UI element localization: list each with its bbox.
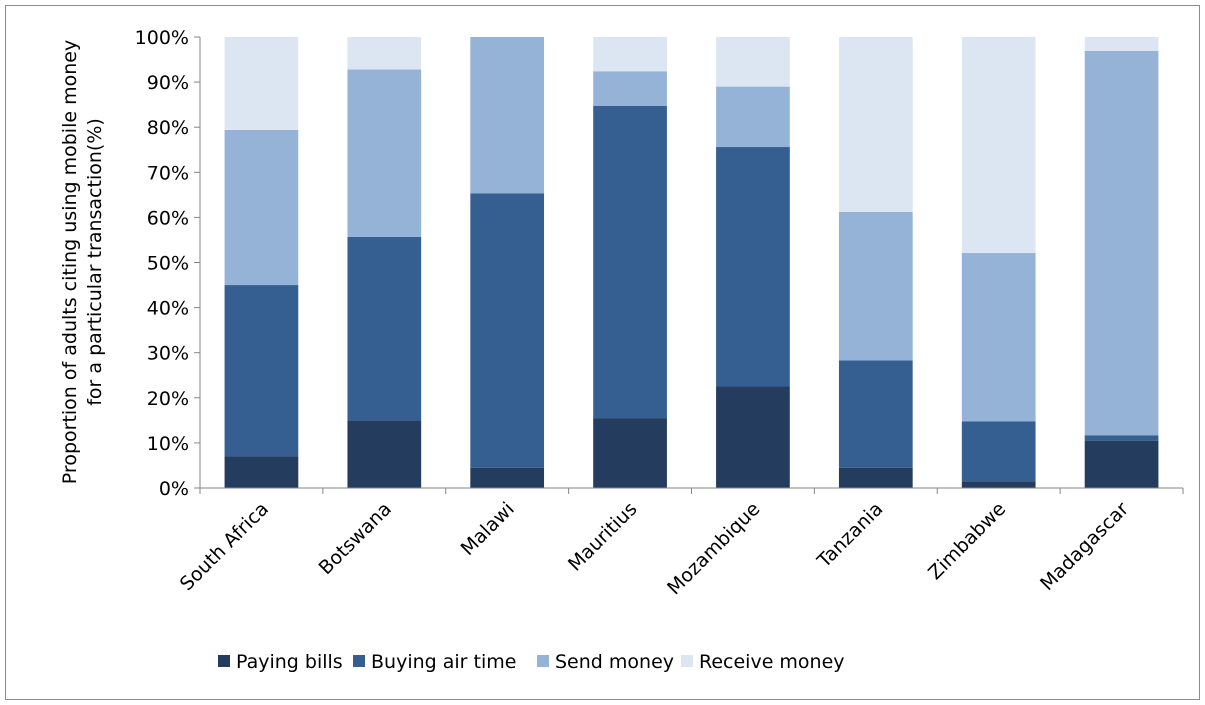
- y-tick-label: 70%: [147, 162, 189, 184]
- y-tick-label: 100%: [135, 27, 189, 49]
- y-tick-label: 10%: [147, 433, 189, 455]
- bar-botswana-paying-bills: [347, 420, 422, 488]
- y-tick-label: 20%: [147, 388, 189, 410]
- bar-malawi-send-money: [470, 37, 545, 194]
- bar-mauritius-paying-bills: [593, 418, 667, 488]
- y-tick-label: 40%: [147, 298, 189, 320]
- x-tick-label-mozambique: Mozambique: [663, 498, 764, 599]
- bar-tanzania-buying-air-time: [838, 360, 913, 468]
- legend: Paying bills Buying air time Send money Rec…: [218, 651, 845, 673]
- y-axis-title-line-1: Proportion of adults citing using mobile…: [59, 40, 81, 484]
- bar-mozambique-buying-air-time: [716, 147, 790, 387]
- legend-swatch-buying-air-time: [353, 655, 365, 667]
- bar-madagascar-paying-bills: [1084, 440, 1159, 488]
- x-tick-label-madagascar: Madagascar: [1036, 498, 1133, 595]
- bar-botswana-receive-money: [347, 37, 422, 70]
- legend-label-receive-money: Receive money: [699, 651, 845, 673]
- y-axis-title-line-2: for a particular transaction(%): [84, 118, 106, 406]
- y-tick-label: 90%: [147, 72, 189, 94]
- y-axis: 0% 10% 20% 30% 40% 50% 60% 70% 80% 90% 100%: [135, 27, 201, 500]
- x-axis: South Africa Botswana Malawi Mauritius Mozam…: [176, 487, 1184, 599]
- x-tick-label-botswana: Botswana: [315, 498, 396, 579]
- bar-mauritius-send-money: [593, 71, 667, 107]
- bar-botswana-send-money: [347, 69, 422, 237]
- bar-tanzania-paying-bills: [838, 467, 913, 488]
- bar-mozambique-send-money: [716, 86, 790, 148]
- stacked-bar-chart: Proportion of adults citing using mobile…: [59, 27, 1184, 673]
- bar-south-africa-receive-money: [224, 37, 299, 130]
- bar-zimbabwe-receive-money: [961, 37, 1036, 254]
- x-tick-label-south-africa: South Africa: [176, 498, 273, 595]
- bar-madagascar-buying-air-time: [1084, 435, 1159, 441]
- legend-swatch-paying-bills: [218, 655, 230, 667]
- bar-tanzania-receive-money: [838, 37, 913, 212]
- legend-label-paying-bills: Paying bills: [236, 651, 343, 673]
- bar-mauritius-buying-air-time: [593, 106, 667, 419]
- bar-south-africa-paying-bills: [224, 456, 299, 488]
- bar-madagascar-receive-money: [1084, 37, 1159, 51]
- y-tick-label: 80%: [147, 117, 189, 139]
- bar-tanzania-send-money: [838, 211, 913, 361]
- legend-swatch-send-money: [537, 655, 549, 667]
- y-tick-label: 30%: [147, 343, 189, 365]
- bar-zimbabwe-buying-air-time: [961, 421, 1036, 482]
- bar-malawi-buying-air-time: [470, 193, 545, 468]
- y-tick-label: 0%: [159, 478, 189, 500]
- legend-swatch-receive-money: [681, 655, 693, 667]
- legend-label-send-money: Send money: [555, 651, 674, 673]
- x-tick-label-tanzania: Tanzania: [813, 498, 888, 573]
- legend-label-buying-air-time: Buying air time: [371, 651, 516, 673]
- x-tick-label-malawi: Malawi: [457, 498, 519, 560]
- bar-mozambique-receive-money: [716, 37, 790, 87]
- bar-zimbabwe-paying-bills: [961, 481, 1036, 488]
- y-tick-label: 60%: [147, 207, 189, 229]
- bar-mozambique-paying-bills: [716, 386, 790, 488]
- bars-group: [224, 37, 1159, 488]
- bar-botswana-buying-air-time: [347, 236, 422, 421]
- bar-madagascar-send-money: [1084, 50, 1159, 436]
- x-tick-label-mauritius: Mauritius: [564, 498, 642, 576]
- x-tick-label-zimbabwe: Zimbabwe: [924, 498, 1010, 584]
- bar-zimbabwe-send-money: [961, 253, 1036, 422]
- bar-mauritius-receive-money: [593, 37, 667, 72]
- chart-frame: Proportion of adults citing using mobile…: [5, 5, 1200, 700]
- y-axis-title: Proportion of adults citing using mobile…: [59, 40, 106, 484]
- y-tick-label: 50%: [147, 253, 189, 275]
- bar-south-africa-send-money: [224, 129, 299, 286]
- bar-malawi-paying-bills: [470, 467, 545, 488]
- bar-south-africa-buying-air-time: [224, 285, 299, 457]
